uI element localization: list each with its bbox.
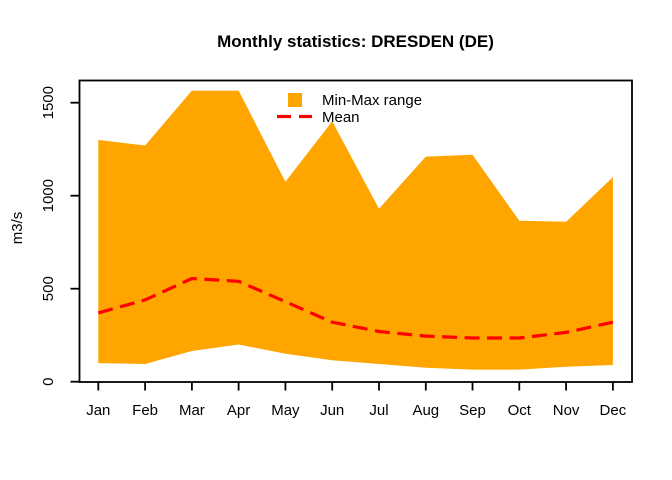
minmax-range-area: [98, 90, 613, 370]
x-tick-label-jul: Jul: [369, 402, 388, 419]
legend-label-minmax: Min-Max range: [322, 92, 422, 109]
x-tick-label-apr: Apr: [227, 402, 250, 419]
plot-border: [78, 79, 633, 383]
x-tick-label-mar: Mar: [179, 402, 205, 419]
x-tick-label-jun: Jun: [320, 402, 344, 419]
mean-line: [97, 276, 614, 340]
legend: Min-Max range Mean: [277, 92, 422, 126]
x-tick-label-aug: Aug: [412, 402, 439, 419]
chart-title: Monthly statistics: DRESDEN (DE): [217, 32, 494, 51]
axis-layer: 0 500 1000 1500 Jan Feb Mar Apr May Jun Jul Aug Sep O…: [40, 86, 627, 419]
x-tick-label-oct: Oct: [508, 402, 532, 419]
x-tick-label-sep: Sep: [459, 402, 486, 419]
legend-swatch-minmax: [288, 93, 302, 107]
x-tick-label-feb: Feb: [132, 402, 158, 419]
legend-label-mean: Mean: [322, 109, 360, 126]
y-tick-label: 1500: [40, 86, 57, 119]
series-layer: [97, 90, 614, 370]
x-tick-label-dec: Dec: [600, 402, 627, 419]
x-tick-label-nov: Nov: [553, 402, 580, 419]
y-tick-label: 500: [40, 276, 57, 301]
y-tick-label: 0: [40, 378, 57, 386]
y-axis-label: m3/s: [9, 212, 26, 245]
y-tick-label: 1000: [40, 179, 57, 212]
x-tick-label-jan: Jan: [86, 402, 110, 419]
x-tick-label-may: May: [271, 402, 300, 419]
